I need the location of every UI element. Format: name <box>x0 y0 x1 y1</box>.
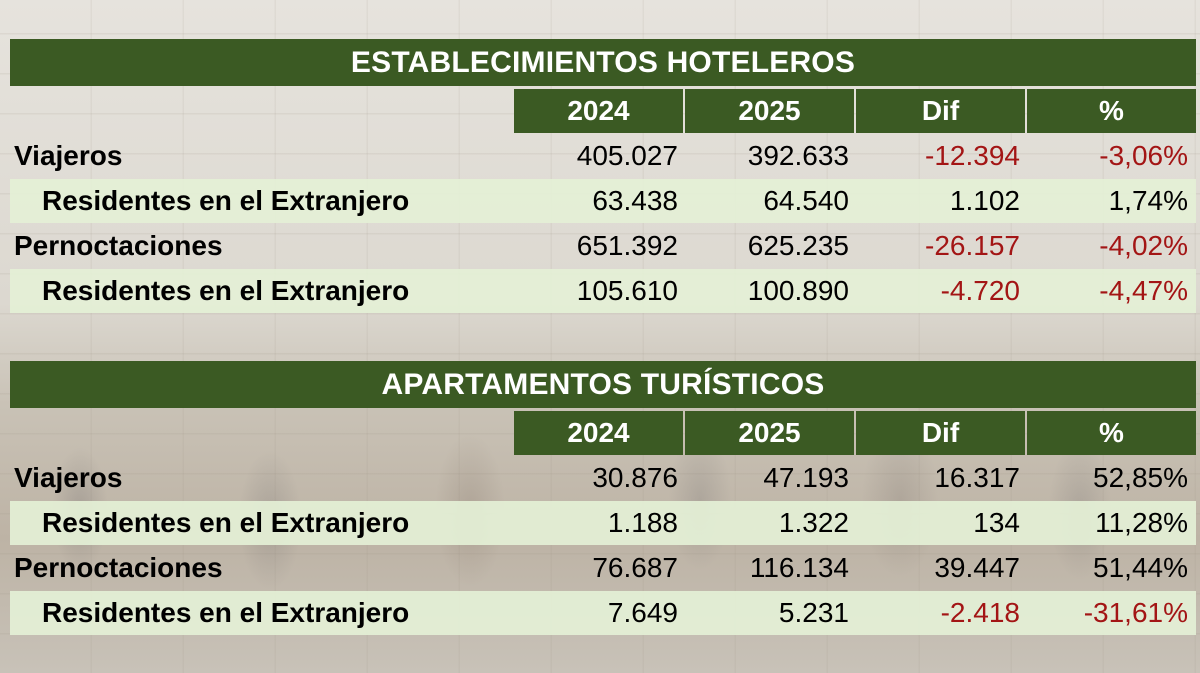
value-2025: 64.540 <box>763 185 849 216</box>
value-dif: 1.102 <box>949 185 1020 216</box>
value-dif: 39.447 <box>934 552 1020 583</box>
value-2024: 63.438 <box>592 185 678 216</box>
value-2025: 47.193 <box>763 462 849 493</box>
value-2024: 7.649 <box>607 597 678 628</box>
value-dif: 134 <box>973 507 1020 538</box>
value-2024: 405.027 <box>576 140 678 171</box>
row-label: Pernoctaciones <box>14 552 223 583</box>
row-label: Residentes en el Extranjero <box>42 185 410 216</box>
value-2024: 105.610 <box>576 275 678 306</box>
value-dif: -26.157 <box>925 230 1020 261</box>
value-2025: 5.231 <box>778 597 849 628</box>
hoteles-title: ESTABLECIMIENTOS HOTELEROS <box>10 39 1196 86</box>
header-2025: 2025 <box>685 89 854 133</box>
hoteles-column-headers: 2024 2025 Dif % <box>0 89 1200 133</box>
row-label: Residentes en el Extranjero <box>42 507 410 538</box>
value-2025: 1.322 <box>778 507 849 538</box>
header-pct: % <box>1027 89 1196 133</box>
value-2025: 116.134 <box>749 552 849 583</box>
row-label: Viajeros <box>14 140 123 171</box>
table-row: Residentes en el Extranjero 1.188 1.322 134… <box>10 501 1196 545</box>
value-dif: 16.317 <box>934 462 1020 493</box>
value-2025: 625.235 <box>747 230 849 261</box>
value-2024: 76.687 <box>592 552 678 583</box>
apartamentos-column-headers: 2024 2025 Dif % <box>0 411 1200 455</box>
value-pct: 11,28% <box>1095 507 1188 538</box>
value-2025: 100.890 <box>747 275 849 306</box>
value-2025: 392.633 <box>747 140 849 171</box>
value-pct: 52,85% <box>1093 462 1188 493</box>
value-2024: 651.392 <box>576 230 678 261</box>
value-pct: 1,74% <box>1108 185 1188 216</box>
row-label: Viajeros <box>14 462 123 493</box>
value-dif: -4.720 <box>940 275 1020 306</box>
table-row: Residentes en el Extranjero 63.438 64.540 1… <box>10 179 1196 223</box>
apartamentos-title: APARTAMENTOS TURÍSTICOS <box>10 361 1196 408</box>
value-pct: -4,02% <box>1099 230 1188 261</box>
header-2025: 2025 <box>685 411 854 455</box>
value-dif: -12.394 <box>925 140 1020 171</box>
table-row: Viajeros 405.027 392.633 -12.394 -3,06% <box>0 134 1200 178</box>
table-row: Residentes en el Extranjero 105.610 100.89… <box>10 269 1196 313</box>
row-label: Pernoctaciones <box>14 230 223 261</box>
table-row: Pernoctaciones 76.687 116.134 39.447 51,44% <box>0 546 1200 590</box>
value-pct: -3,06% <box>1099 140 1188 171</box>
header-2024: 2024 <box>514 89 683 133</box>
value-pct: -4,47% <box>1099 275 1188 306</box>
value-dif: -2.418 <box>940 597 1020 628</box>
value-2024: 1.188 <box>607 507 678 538</box>
header-2024: 2024 <box>514 411 683 455</box>
header-pct: % <box>1027 411 1196 455</box>
table-row: Pernoctaciones 651.392 625.235 -26.157 -4,02… <box>0 224 1200 268</box>
row-label: Residentes en el Extranjero <box>42 275 410 306</box>
header-dif: Dif <box>856 89 1025 133</box>
value-pct: 51,44% <box>1093 552 1188 583</box>
value-2024: 30.876 <box>592 462 678 493</box>
value-pct: -31,61% <box>1083 597 1188 628</box>
table-row: Residentes en el Extranjero 7.649 5.231 -2.… <box>10 591 1196 635</box>
row-label: Residentes en el Extranjero <box>42 597 410 628</box>
header-dif: Dif <box>856 411 1025 455</box>
table-row: Viajeros 30.876 47.193 16.317 52,85% <box>0 456 1200 500</box>
